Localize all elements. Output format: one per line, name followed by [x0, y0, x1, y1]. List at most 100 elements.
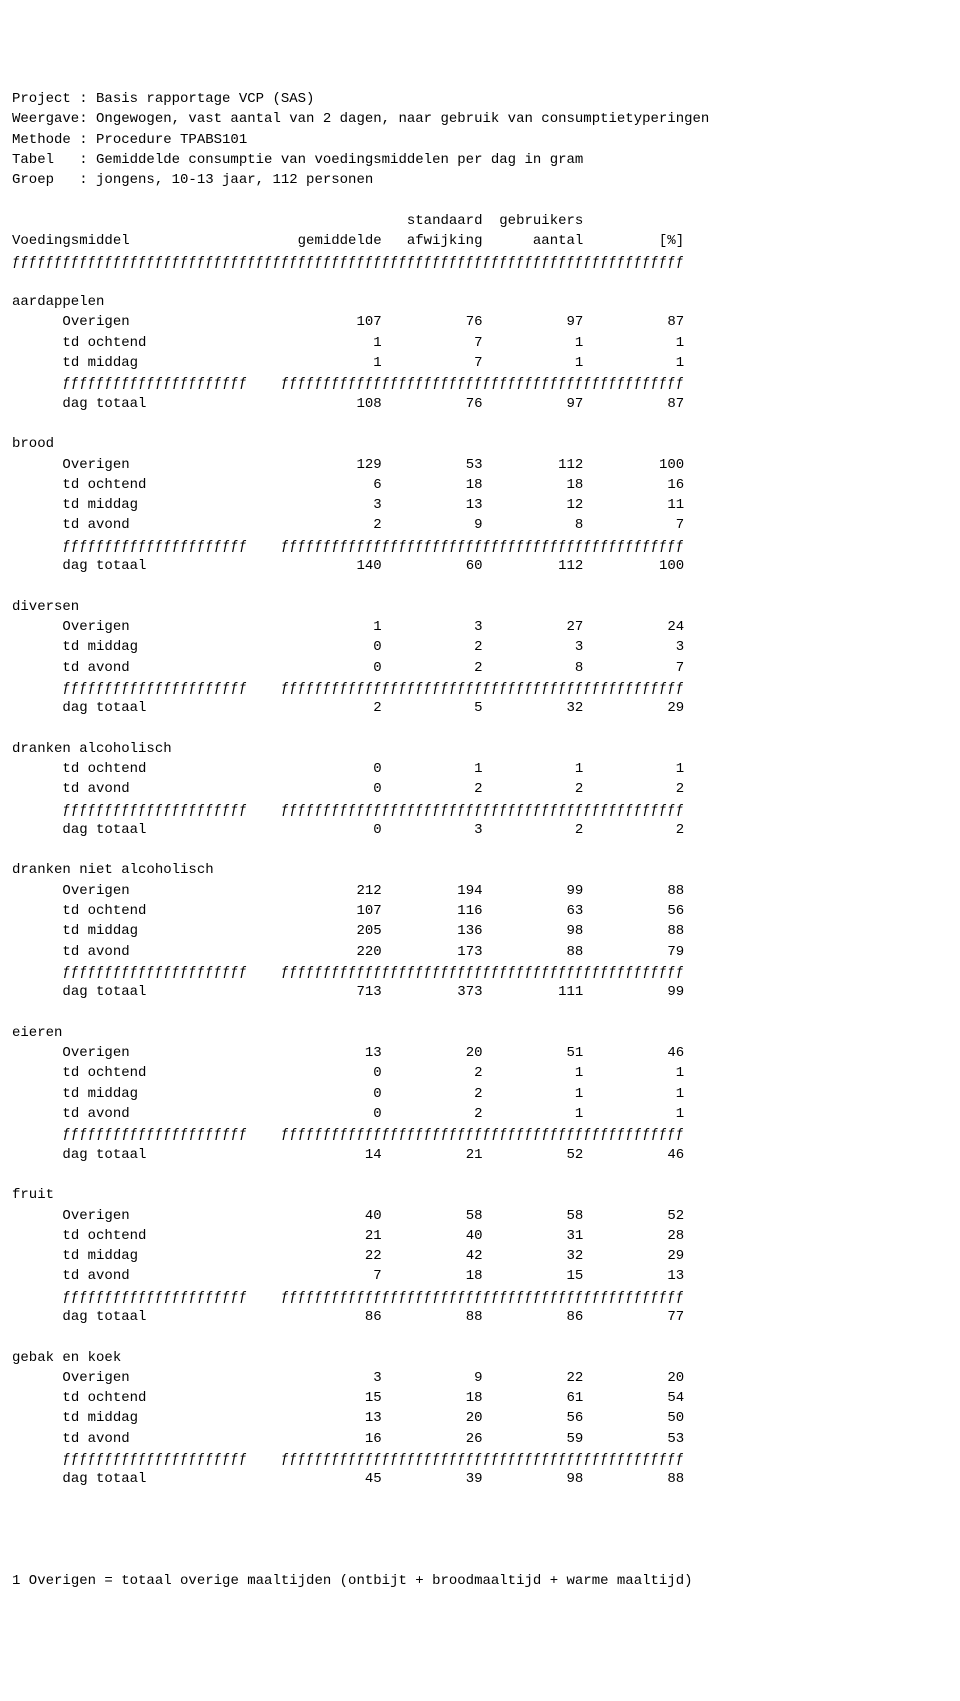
indent — [12, 1370, 62, 1386]
data-row: Overigen 3 9 22 20 — [12, 1368, 948, 1388]
data-row-v2: 59 — [483, 1431, 584, 1447]
indent — [12, 477, 62, 493]
indent — [12, 781, 62, 797]
data-row-label: td avond — [62, 517, 280, 533]
header-groep: Groep : jongens, 10-13 jaar, 112 persone… — [12, 170, 948, 190]
data-row-v2: 61 — [483, 1390, 584, 1406]
data-row-label: td ochtend — [62, 1228, 280, 1244]
data-row-v0: 40 — [281, 1208, 382, 1224]
group-name-text: brood — [12, 436, 54, 452]
short-hr: ƒƒƒƒƒƒƒƒƒƒƒƒƒƒƒƒƒƒƒƒƒƒ ƒƒƒƒƒƒƒƒƒƒƒƒƒƒƒƒƒ… — [12, 536, 948, 556]
data-row-v3: 88 — [583, 923, 684, 939]
indent — [12, 700, 62, 716]
total-row: dag totaal 0 3 2 2 — [12, 820, 948, 840]
indent — [12, 984, 62, 1000]
indent — [12, 1065, 62, 1081]
indent — [12, 314, 62, 330]
data-row-v1: 1 — [382, 761, 483, 777]
group-name: eieren — [12, 1023, 948, 1043]
group-name: diversen — [12, 597, 948, 617]
long-hr: ƒƒƒƒƒƒƒƒƒƒƒƒƒƒƒƒƒƒƒƒƒƒƒƒƒƒƒƒƒƒƒƒƒƒƒƒƒƒƒƒ… — [12, 252, 948, 272]
total-row-v2: 112 — [483, 558, 584, 574]
data-row: td ochtend 107 116 63 56 — [12, 901, 948, 921]
short-hr-text: ƒƒƒƒƒƒƒƒƒƒƒƒƒƒƒƒƒƒƒƒƒƒ ƒƒƒƒƒƒƒƒƒƒƒƒƒƒƒƒƒ… — [12, 538, 684, 554]
blank — [12, 576, 948, 596]
data-row-label: td avond — [62, 944, 280, 960]
total-row-v2: 97 — [483, 396, 584, 412]
footnote: 1 Overigen = totaal overige maaltijden (… — [12, 1571, 948, 1591]
data-row: td middag 13 20 56 50 — [12, 1408, 948, 1428]
data-row-v2: 1 — [483, 1065, 584, 1081]
total-row-v2: 52 — [483, 1147, 584, 1163]
data-row-v0: 129 — [281, 457, 382, 473]
data-row-v2: 32 — [483, 1248, 584, 1264]
total-row-label: dag totaal — [62, 1471, 280, 1487]
short-hr: ƒƒƒƒƒƒƒƒƒƒƒƒƒƒƒƒƒƒƒƒƒƒ ƒƒƒƒƒƒƒƒƒƒƒƒƒƒƒƒƒ… — [12, 962, 948, 982]
data-row-v3: 1 — [583, 1065, 684, 1081]
total-row-label: dag totaal — [62, 1309, 280, 1325]
total-row-v0: 2 — [281, 700, 382, 716]
short-hr-text: ƒƒƒƒƒƒƒƒƒƒƒƒƒƒƒƒƒƒƒƒƒƒ ƒƒƒƒƒƒƒƒƒƒƒƒƒƒƒƒƒ… — [12, 802, 684, 818]
group-name-text: fruit — [12, 1187, 54, 1203]
total-row-v1: 5 — [382, 700, 483, 716]
total-row-v0: 108 — [281, 396, 382, 412]
data-row: td avond 0 2 1 1 — [12, 1104, 948, 1124]
data-row: td avond 2 9 8 7 — [12, 515, 948, 535]
indent — [12, 1208, 62, 1224]
group-name-text: diversen — [12, 599, 79, 615]
data-row-v3: 13 — [583, 1268, 684, 1284]
data-row-v0: 1 — [281, 335, 382, 351]
indent — [12, 1086, 62, 1102]
data-row-v2: 63 — [483, 903, 584, 919]
header-methode: Methode : Procedure TPABS101 — [12, 130, 948, 150]
blank — [12, 1510, 948, 1530]
group-name: dranken alcoholisch — [12, 739, 948, 759]
group-name-text: eieren — [12, 1025, 62, 1041]
data-row-v1: 53 — [382, 457, 483, 473]
indent — [12, 1147, 62, 1163]
blank — [12, 718, 948, 738]
total-row: dag totaal 713 373 111 99 — [12, 982, 948, 1002]
data-row-label: td avond — [62, 1431, 280, 1447]
data-row-v3: 1 — [583, 355, 684, 371]
data-row-v3: 7 — [583, 517, 684, 533]
total-row-v1: 373 — [382, 984, 483, 1000]
data-row-v3: 53 — [583, 1431, 684, 1447]
data-row: td middag 1 7 1 1 — [12, 353, 948, 373]
data-row: Overigen 13 20 51 46 — [12, 1043, 948, 1063]
data-row-v3: 20 — [583, 1370, 684, 1386]
data-row-v0: 22 — [281, 1248, 382, 1264]
footnote-marker: 1 — [12, 1573, 20, 1589]
data-row-v2: 27 — [483, 619, 584, 635]
data-row-v1: 18 — [382, 1268, 483, 1284]
data-row-label: td avond — [62, 1106, 280, 1122]
group-name: gebak en koek — [12, 1348, 948, 1368]
total-row-v3: 46 — [583, 1147, 684, 1163]
total-row: dag totaal 86 88 86 77 — [12, 1307, 948, 1327]
data-row-label: Overigen — [62, 314, 280, 330]
short-hr: ƒƒƒƒƒƒƒƒƒƒƒƒƒƒƒƒƒƒƒƒƒƒ ƒƒƒƒƒƒƒƒƒƒƒƒƒƒƒƒƒ… — [12, 373, 948, 393]
data-row-v1: 7 — [382, 335, 483, 351]
data-row-label: Overigen — [62, 1208, 280, 1224]
total-row-v1: 21 — [382, 1147, 483, 1163]
indent — [12, 1471, 62, 1487]
data-row-label: td ochtend — [62, 1065, 280, 1081]
data-row-v1: 173 — [382, 944, 483, 960]
data-row-label: Overigen — [62, 1370, 280, 1386]
data-row-label: td middag — [62, 1248, 280, 1264]
blank — [12, 1327, 948, 1347]
group-name: fruit — [12, 1185, 948, 1205]
data-row-v2: 1 — [483, 335, 584, 351]
data-row-v1: 20 — [382, 1410, 483, 1426]
data-row-v3: 11 — [583, 497, 684, 513]
data-row-v3: 3 — [583, 639, 684, 655]
data-row-v2: 1 — [483, 1086, 584, 1102]
data-row-label: td middag — [62, 355, 280, 371]
data-row: td middag 0 2 1 1 — [12, 1084, 948, 1104]
data-row-v0: 2 — [281, 517, 382, 533]
col-header-line1: standaard gebruikers — [12, 211, 948, 231]
total-row-v2: 98 — [483, 1471, 584, 1487]
data-row-label: td ochtend — [62, 335, 280, 351]
total-row-label: dag totaal — [62, 700, 280, 716]
data-row-v3: 56 — [583, 903, 684, 919]
